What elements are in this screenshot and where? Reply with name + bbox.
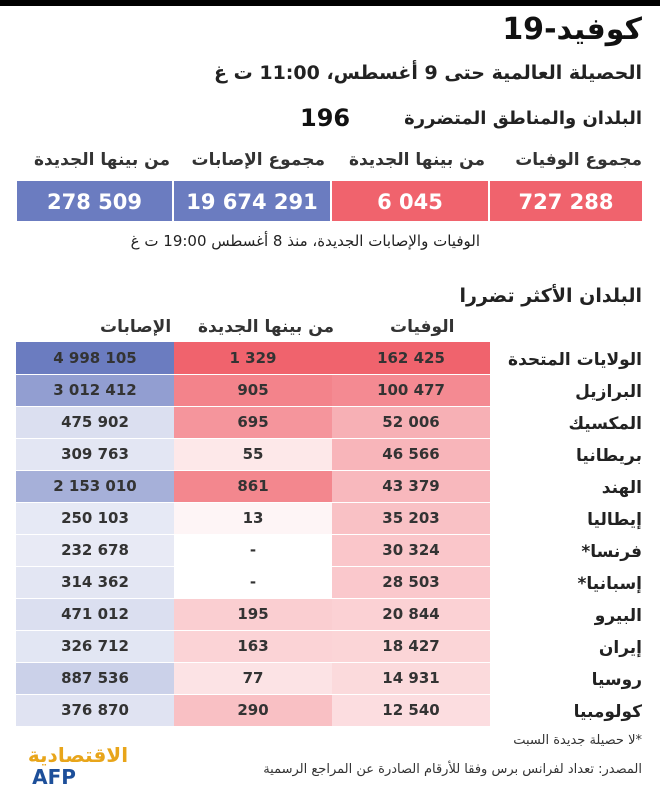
top-bar [0,0,660,6]
cell-cases: 4 998 105 [16,342,174,374]
country-label: الولايات المتحدة [508,350,642,370]
row-separator [16,534,490,535]
cell-deaths: 52 006 [332,406,490,438]
new-figures-note: الوفيات والإصابات الجديدة، منذ 8 أغسطس 1… [130,232,480,250]
cell-new: 163 [174,630,332,662]
row-separator [16,438,490,439]
row-separator [16,374,490,375]
row-separator [16,502,490,503]
new-cases-header: من بينها الجديدة [33,150,170,170]
cell-cases: 326 712 [16,630,174,662]
cell-cases: 376 870 [16,694,174,726]
total-cases-box: 19 674 291 [173,180,331,222]
country-label: كولومبيا [573,702,642,722]
total-cases-header: مجموع الإصابات [191,150,325,170]
countries-label: البلدان والمناطق المتضررة [404,108,642,129]
country-label: إسبانيا* [577,574,642,594]
cell-new: 290 [174,694,332,726]
country-label: الهند [601,478,642,498]
cell-cases: 3 012 412 [16,374,174,406]
cell-cases: 471 012 [16,598,174,630]
cell-deaths: 30 324 [332,534,490,566]
logo-brand: الاقتصادية [28,743,128,767]
cell-new: - [174,566,332,598]
cell-new: 13 [174,502,332,534]
row-separator [16,470,490,471]
star-footnote: *لا حصيلة جديدة السبت [513,733,642,748]
cell-deaths: 35 203 [332,502,490,534]
col-header-new: من بينها الجديدة [198,317,335,337]
logo: الاقتصادية AFP [18,740,138,790]
cell-new: 55 [174,438,332,470]
country-label: فرنسا* [581,542,642,562]
country-label: بريطانيا [576,446,642,466]
new-cases-box: 278 509 [16,180,173,222]
countries-value: 196 [300,104,351,132]
country-label: روسيا [591,670,642,690]
cell-deaths: 20 844 [332,598,490,630]
cell-deaths: 100 477 [332,374,490,406]
cell-new: - [174,534,332,566]
row-separator [16,694,490,695]
total-deaths-header: مجموع الوفيات [515,150,642,170]
country-label: المكسيك [568,414,642,434]
cell-new: 1 329 [174,342,332,374]
cell-cases: 250 103 [16,502,174,534]
cell-cases: 309 763 [16,438,174,470]
row-separator [16,566,490,567]
country-label: البرازيل [575,382,642,402]
cell-deaths: 12 540 [332,694,490,726]
cell-deaths: 14 931 [332,662,490,694]
new-deaths-box: 6 045 [331,180,489,222]
row-separator [16,662,490,663]
country-label: البيرو [594,606,642,626]
cell-cases: 475 902 [16,406,174,438]
cell-deaths: 28 503 [332,566,490,598]
cell-cases: 232 678 [16,534,174,566]
cell-deaths: 18 427 [332,630,490,662]
cell-new: 695 [174,406,332,438]
col-header-deaths: الوفيات [390,317,455,337]
cell-deaths: 43 379 [332,470,490,502]
cell-cases: 314 362 [16,566,174,598]
row-separator [16,598,490,599]
country-label: إيطاليا [587,510,642,530]
cell-deaths: 46 566 [332,438,490,470]
row-separator [16,406,490,407]
cell-new: 77 [174,662,332,694]
logo-agency: AFP [32,765,76,789]
source-note: المصدر: تعداد لفرانس برس وفقا للأرقام ال… [263,762,642,777]
cell-deaths: 162 425 [332,342,490,374]
most-affected-title: البلدان الأكثر تضررا [459,285,642,307]
cell-new: 861 [174,470,332,502]
cell-new: 905 [174,374,332,406]
country-label: إيران [598,638,642,658]
row-separator [16,630,490,631]
col-header-cases: الإصابات [100,317,172,337]
cell-cases: 887 536 [16,662,174,694]
total-deaths-box: 727 288 [489,180,643,222]
page-title: كوفيد-19 [502,12,642,47]
new-deaths-header: من بينها الجديدة [348,150,485,170]
cell-cases: 2 153 010 [16,470,174,502]
page-subtitle: الحصيلة العالمية حتى 9 أغسطس، 11:00 ت غ [214,62,642,84]
cell-new: 195 [174,598,332,630]
